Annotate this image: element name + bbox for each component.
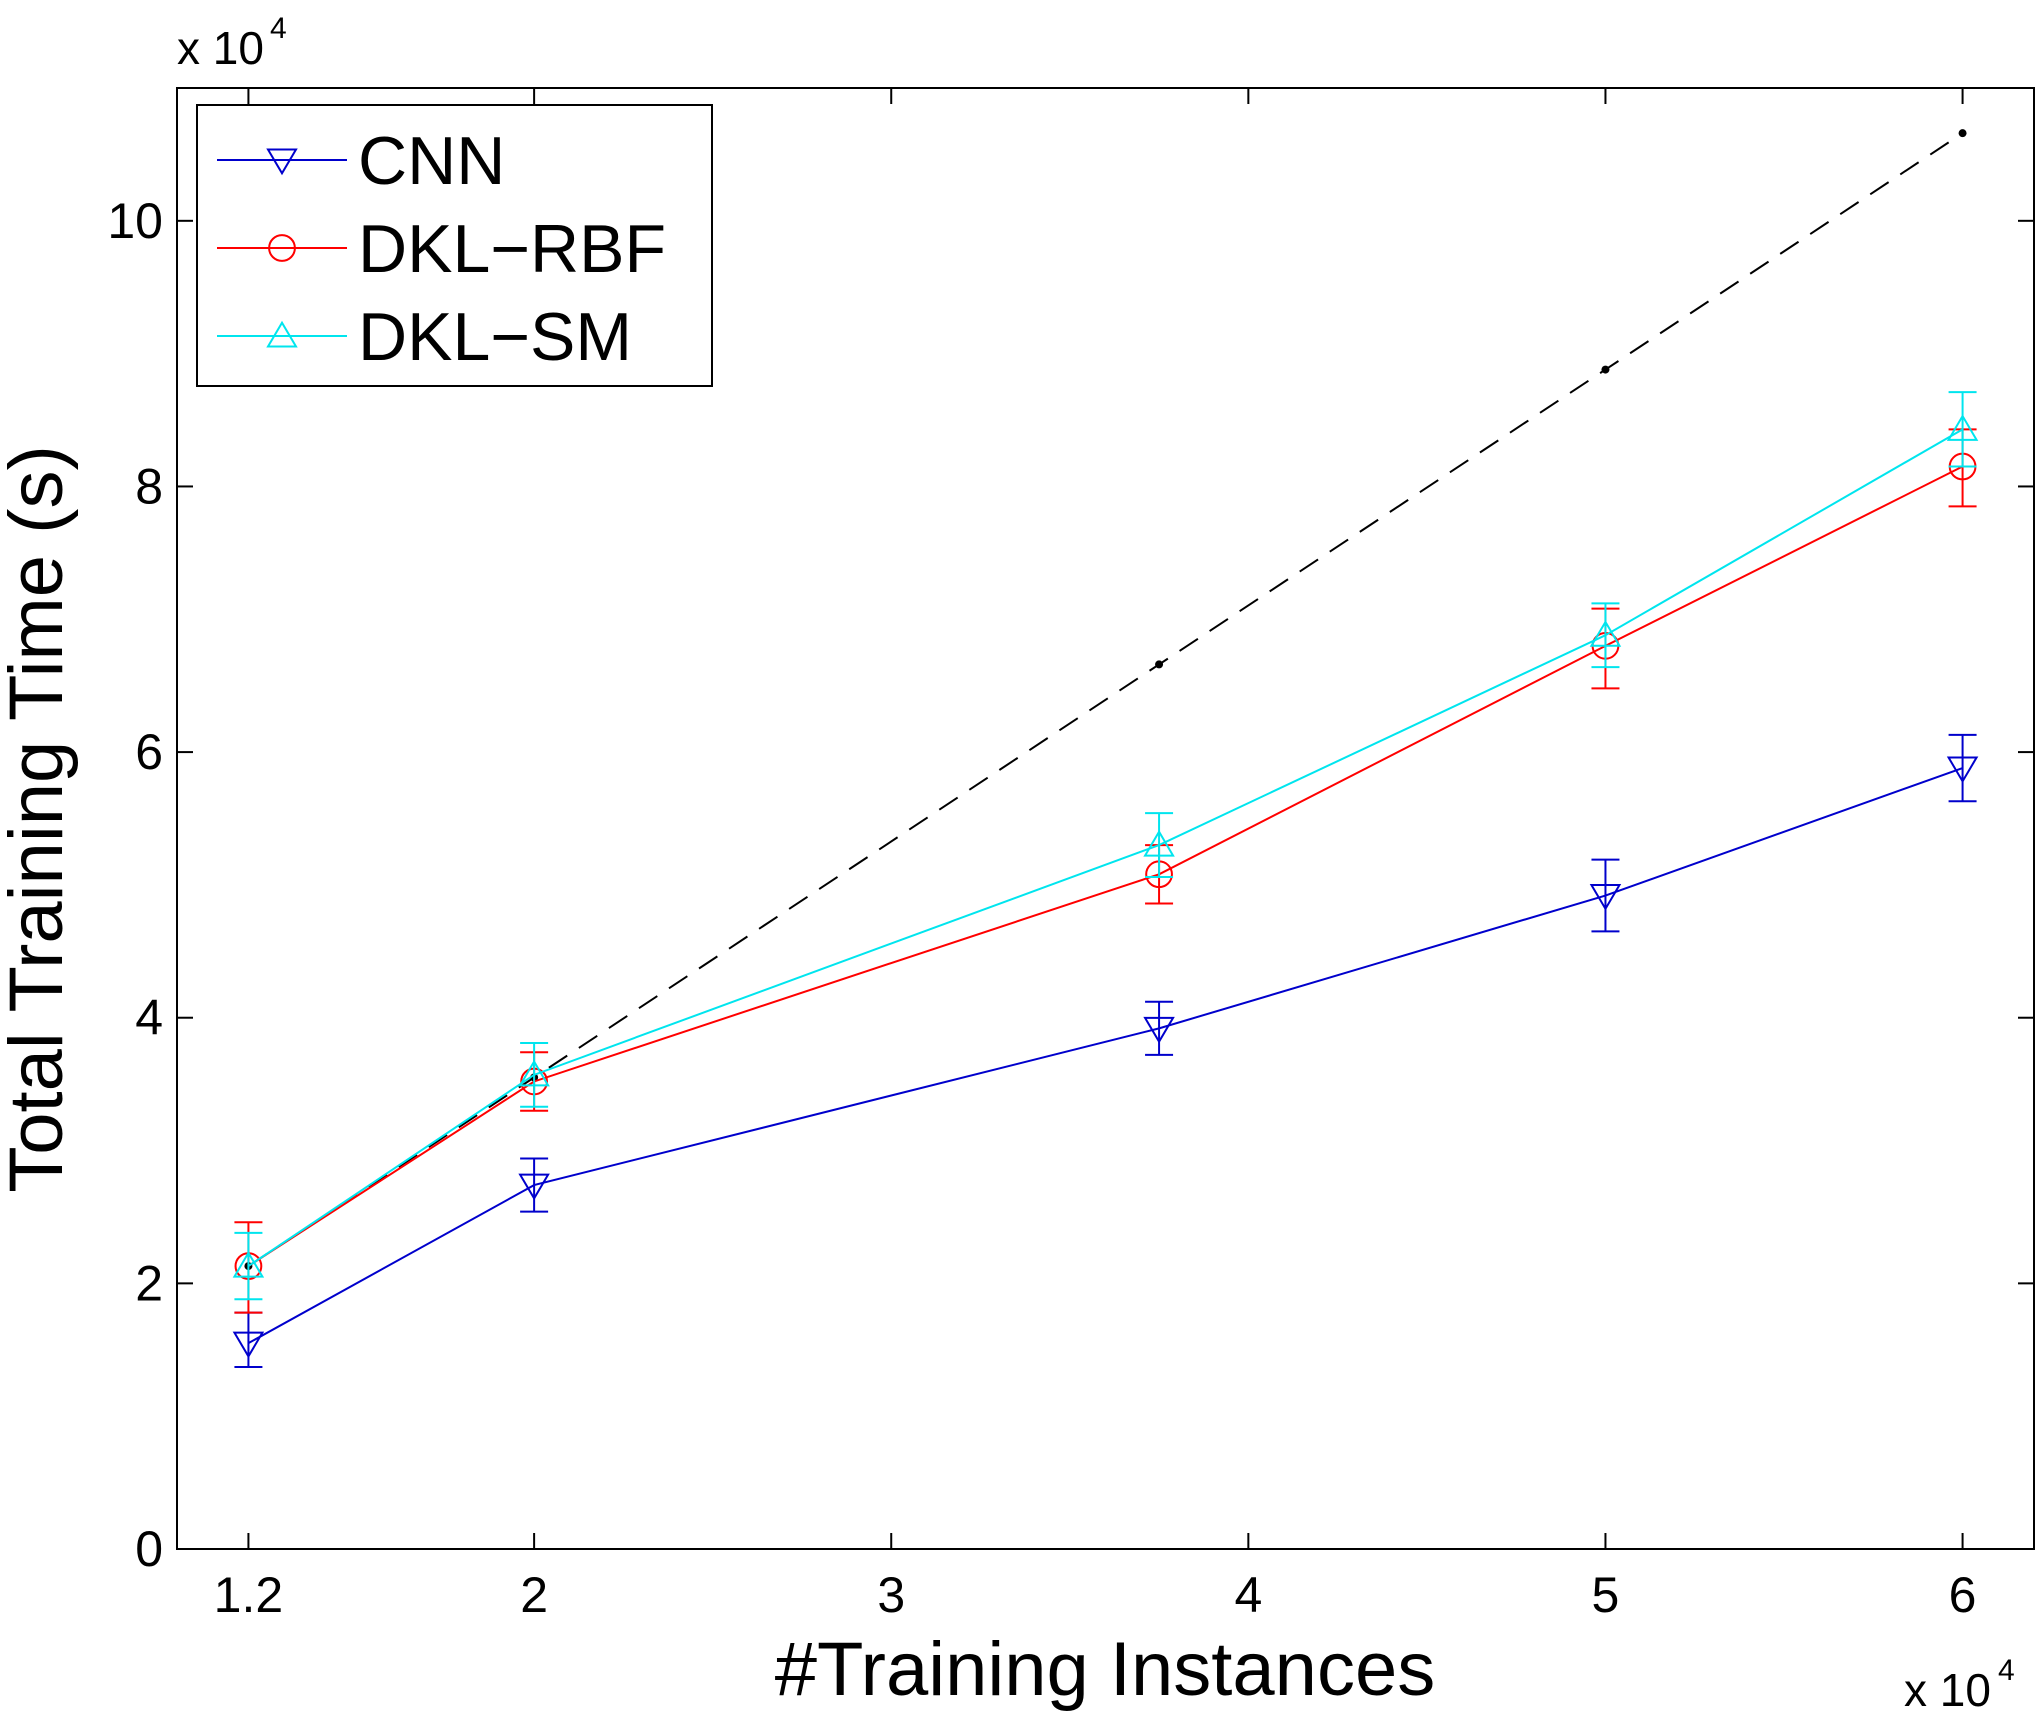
legend-entry-dkl-sm: DKL−SM <box>217 299 632 375</box>
y-tick-label: 6 <box>135 724 163 780</box>
marker-dot <box>1155 660 1164 669</box>
x-exponent-power: 4 <box>1998 1654 2015 1687</box>
x-tick-label: 3 <box>877 1567 905 1623</box>
x-axis-title: #Training Instances <box>775 1627 1435 1712</box>
y-tick-label: 8 <box>135 458 163 514</box>
x-axis-exponent: x 10 4 <box>1904 1654 2015 1716</box>
marker-triangle-up <box>518 1059 550 1087</box>
marker-triangle-up <box>266 320 298 348</box>
series-line <box>247 767 1963 1345</box>
legend: CNN DKL−RBF DKL−SM <box>196 104 713 387</box>
y-axis-exponent: x 10 4 <box>177 12 287 74</box>
marker-triangle-up <box>1946 414 1979 441</box>
plot-frame <box>176 87 2035 1550</box>
x-tick-label: 4 <box>1234 1567 1262 1623</box>
marker-triangle-up <box>232 1250 265 1278</box>
marker-dot <box>1601 365 1610 374</box>
series-layer <box>232 129 1979 1369</box>
y-tick-label: 4 <box>135 990 163 1046</box>
legend-entries: CNN DKL−RBF DKL−SM <box>217 123 666 375</box>
legend-label: CNN <box>358 123 505 199</box>
marker-circle <box>268 234 296 262</box>
x-tick-label: 5 <box>1592 1567 1620 1623</box>
y-tick-label: 2 <box>135 1255 163 1311</box>
marker-triangle-down <box>1946 756 1979 784</box>
y-exponent-base: x 10 <box>177 22 264 74</box>
x-tick-label: 6 <box>1949 1567 1977 1623</box>
marker-triangle-up <box>1589 619 1622 647</box>
marker-triangle-down <box>1589 884 1622 911</box>
y-tick-label: 10 <box>107 193 163 249</box>
marker-triangle-up <box>1143 829 1175 857</box>
legend-label: DKL−SM <box>358 299 632 375</box>
series-dkl-rbf <box>234 428 1977 1314</box>
marker-dot <box>1958 129 1967 138</box>
legend-entry-dkl-rbf: DKL−RBF <box>217 211 666 287</box>
x-tick-label: 2 <box>520 1567 548 1623</box>
x-tick-label: 1.2 <box>214 1567 284 1623</box>
series-line <box>247 465 1964 1267</box>
legend-box <box>196 104 713 387</box>
y-exponent-power: 4 <box>270 12 287 45</box>
series-line <box>247 428 1964 1267</box>
x-exponent-base: x 10 <box>1904 1664 1991 1716</box>
marker-triangle-down <box>232 1331 265 1359</box>
marker-triangle-down <box>266 148 298 176</box>
y-tick-label: 0 <box>135 1521 163 1577</box>
legend-label: DKL−RBF <box>358 211 666 287</box>
marker-triangle-down <box>1143 1016 1175 1044</box>
y-axis-title: Total Training Time (s) <box>0 445 79 1193</box>
series-cnn <box>232 733 1979 1369</box>
series-dkl-sm <box>232 391 1979 1301</box>
legend-entry-cnn: CNN <box>217 123 505 199</box>
ticks-layer: 1.2 2 3 4 5 6 0 2 4 6 8 10 <box>107 88 2034 1623</box>
marker-triangle-down <box>518 1173 550 1201</box>
